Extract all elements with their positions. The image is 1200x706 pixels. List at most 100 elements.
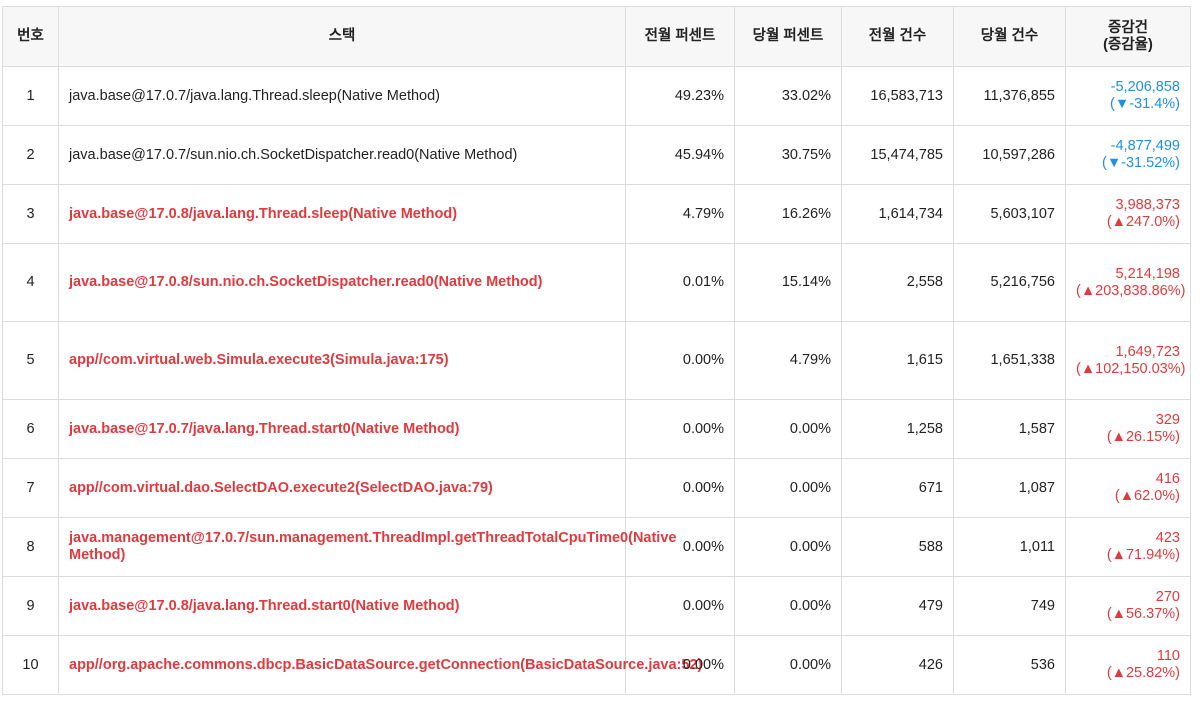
stack-trace: java.base@17.0.7/java.lang.Thread.sleep(… (58, 66, 626, 126)
stack-trace: java.management@17.0.7/sun.management.Th… (58, 517, 676, 577)
curr-percent: 15.14% (734, 243, 842, 322)
row-number: 3 (2, 184, 59, 244)
delta-rate: (▲203,838.86%) (1076, 282, 1186, 299)
stack-trace: java.base@17.0.7/java.lang.Thread.start0… (58, 399, 626, 459)
delta-cell: 3,988,373 (▲247.0%) (1065, 184, 1191, 244)
stack-trace: app//com.virtual.web.Simula.execute3(Sim… (58, 321, 626, 400)
stack-trace: app//org.apache.commons.dbcp.BasicDataSo… (58, 635, 702, 695)
header-delta[interactable]: 증감건 (증감율) (1065, 6, 1191, 67)
delta-cell: 416 (▲62.0%) (1065, 458, 1191, 518)
curr-percent: 0.00% (734, 517, 842, 577)
header-no[interactable]: 번호 (2, 6, 59, 67)
prev-percent: 0.00% (625, 517, 735, 577)
table-row[interactable]: 9 java.base@17.0.8/java.lang.Thread.start… (2, 576, 1191, 636)
delta-rate: (▲71.94%) (1106, 547, 1180, 563)
row-number: 4 (2, 243, 59, 322)
stack-trace: app//com.virtual.dao.SelectDAO.execute2(… (58, 458, 626, 518)
delta-cell: 1,649,723 (▲102,150.03%) (1065, 321, 1191, 400)
stack-trace: java.base@17.0.7/sun.nio.ch.SocketDispat… (58, 125, 626, 185)
delta-rate: (▲26.15%) (1106, 429, 1180, 445)
prev-percent: 0.00% (625, 458, 735, 518)
curr-count: 1,087 (953, 458, 1066, 518)
stack-comparison-table: 번호 스택 전월 퍼센트 당월 퍼센트 전월 건수 당월 건수 증감건 (증감율… (2, 6, 1191, 695)
table-body: 1 java.base@17.0.7/java.lang.Thread.sleep… (2, 66, 1191, 695)
header-delta-rate-label: (증감율) (1103, 36, 1153, 53)
delta-count: 423 (1155, 530, 1180, 546)
curr-count: 536 (953, 635, 1066, 695)
header-prev-pct[interactable]: 전월 퍼센트 (625, 6, 735, 67)
delta-count: -4,877,499 (1110, 138, 1180, 154)
delta-rate: (▲62.0%) (1114, 488, 1180, 504)
delta-rate: (▲247.0%) (1106, 214, 1180, 230)
header-prev-count[interactable]: 전월 건수 (841, 6, 954, 67)
prev-count: 16,583,713 (841, 66, 954, 126)
curr-count: 11,376,855 (953, 66, 1066, 126)
table-row[interactable]: 10 app//org.apache.commons.dbcp.BasicData… (2, 635, 1191, 695)
prev-percent: 4.79% (625, 184, 735, 244)
header-delta-label: 증감건 (1107, 19, 1149, 36)
prev-count: 479 (841, 576, 954, 636)
prev-percent: 0.01% (625, 243, 735, 322)
table-row[interactable]: 5 app//com.virtual.web.Simula.execute3(Si… (2, 321, 1191, 400)
row-number: 5 (2, 321, 59, 400)
delta-count: 270 (1155, 589, 1180, 605)
curr-count: 5,603,107 (953, 184, 1066, 244)
row-number: 8 (2, 517, 59, 577)
prev-percent: 0.00% (625, 635, 735, 695)
delta-count: 5,214,198 (1115, 265, 1180, 282)
table-row[interactable]: 8 java.management@17.0.7/sun.management.T… (2, 517, 1191, 577)
prev-count: 1,258 (841, 399, 954, 459)
row-number: 9 (2, 576, 59, 636)
curr-percent: 33.02% (734, 66, 842, 126)
stack-trace: java.base@17.0.8/java.lang.Thread.sleep(… (58, 184, 626, 244)
header-curr-pct[interactable]: 당월 퍼센트 (734, 6, 842, 67)
row-number: 6 (2, 399, 59, 459)
table-row[interactable]: 6 java.base@17.0.7/java.lang.Thread.start… (2, 399, 1191, 459)
delta-count: 329 (1155, 412, 1180, 428)
stack-trace: java.base@17.0.8/java.lang.Thread.start0… (58, 576, 626, 636)
curr-percent: 0.00% (734, 399, 842, 459)
delta-count: 110 (1156, 648, 1180, 664)
table-row[interactable]: 7 app//com.virtual.dao.SelectDAO.execute2… (2, 458, 1191, 518)
delta-rate: (▼-31.52%) (1101, 155, 1180, 171)
table-row[interactable]: 3 java.base@17.0.8/java.lang.Thread.sleep… (2, 184, 1191, 244)
row-number: 10 (2, 635, 59, 695)
header-row: 번호 스택 전월 퍼센트 당월 퍼센트 전월 건수 당월 건수 증감건 (증감율… (2, 6, 1191, 67)
delta-count: 3,988,373 (1115, 197, 1180, 213)
delta-count: -5,206,858 (1110, 79, 1180, 95)
delta-cell: -5,206,858 (▼-31.4%) (1065, 66, 1191, 126)
prev-percent: 45.94% (625, 125, 735, 185)
delta-count: 1,649,723 (1115, 343, 1180, 360)
curr-percent: 4.79% (734, 321, 842, 400)
curr-percent: 0.00% (734, 576, 842, 636)
table-row[interactable]: 2 java.base@17.0.7/sun.nio.ch.SocketDispa… (2, 125, 1191, 185)
delta-cell: 329 (▲26.15%) (1065, 399, 1191, 459)
curr-count: 5,216,756 (953, 243, 1066, 322)
delta-cell: -4,877,499 (▼-31.52%) (1065, 125, 1191, 185)
prev-count: 588 (841, 517, 954, 577)
stack-trace: java.base@17.0.8/sun.nio.ch.SocketDispat… (58, 243, 626, 322)
curr-count: 10,597,286 (953, 125, 1066, 185)
prev-count: 671 (841, 458, 954, 518)
row-number: 1 (2, 66, 59, 126)
delta-rate: (▼-31.4%) (1110, 96, 1180, 112)
prev-count: 1,615 (841, 321, 954, 400)
delta-cell: 110 (▲25.82%) (1065, 635, 1191, 695)
curr-percent: 16.26% (734, 184, 842, 244)
curr-count: 1,011 (953, 517, 1066, 577)
prev-count: 2,558 (841, 243, 954, 322)
curr-count: 749 (953, 576, 1066, 636)
table-row[interactable]: 4 java.base@17.0.8/sun.nio.ch.SocketDispa… (2, 243, 1191, 322)
curr-count: 1,651,338 (953, 321, 1066, 400)
prev-percent: 0.00% (625, 399, 735, 459)
table-row[interactable]: 1 java.base@17.0.7/java.lang.Thread.sleep… (2, 66, 1191, 126)
prev-count: 15,474,785 (841, 125, 954, 185)
header-curr-count[interactable]: 당월 건수 (953, 6, 1066, 67)
header-stack[interactable]: 스택 (58, 6, 626, 67)
prev-count: 1,614,734 (841, 184, 954, 244)
curr-percent: 0.00% (734, 635, 842, 695)
prev-percent: 49.23% (625, 66, 735, 126)
delta-rate: (▲25.82%) (1106, 665, 1180, 681)
row-number: 7 (2, 458, 59, 518)
prev-percent: 0.00% (625, 576, 735, 636)
